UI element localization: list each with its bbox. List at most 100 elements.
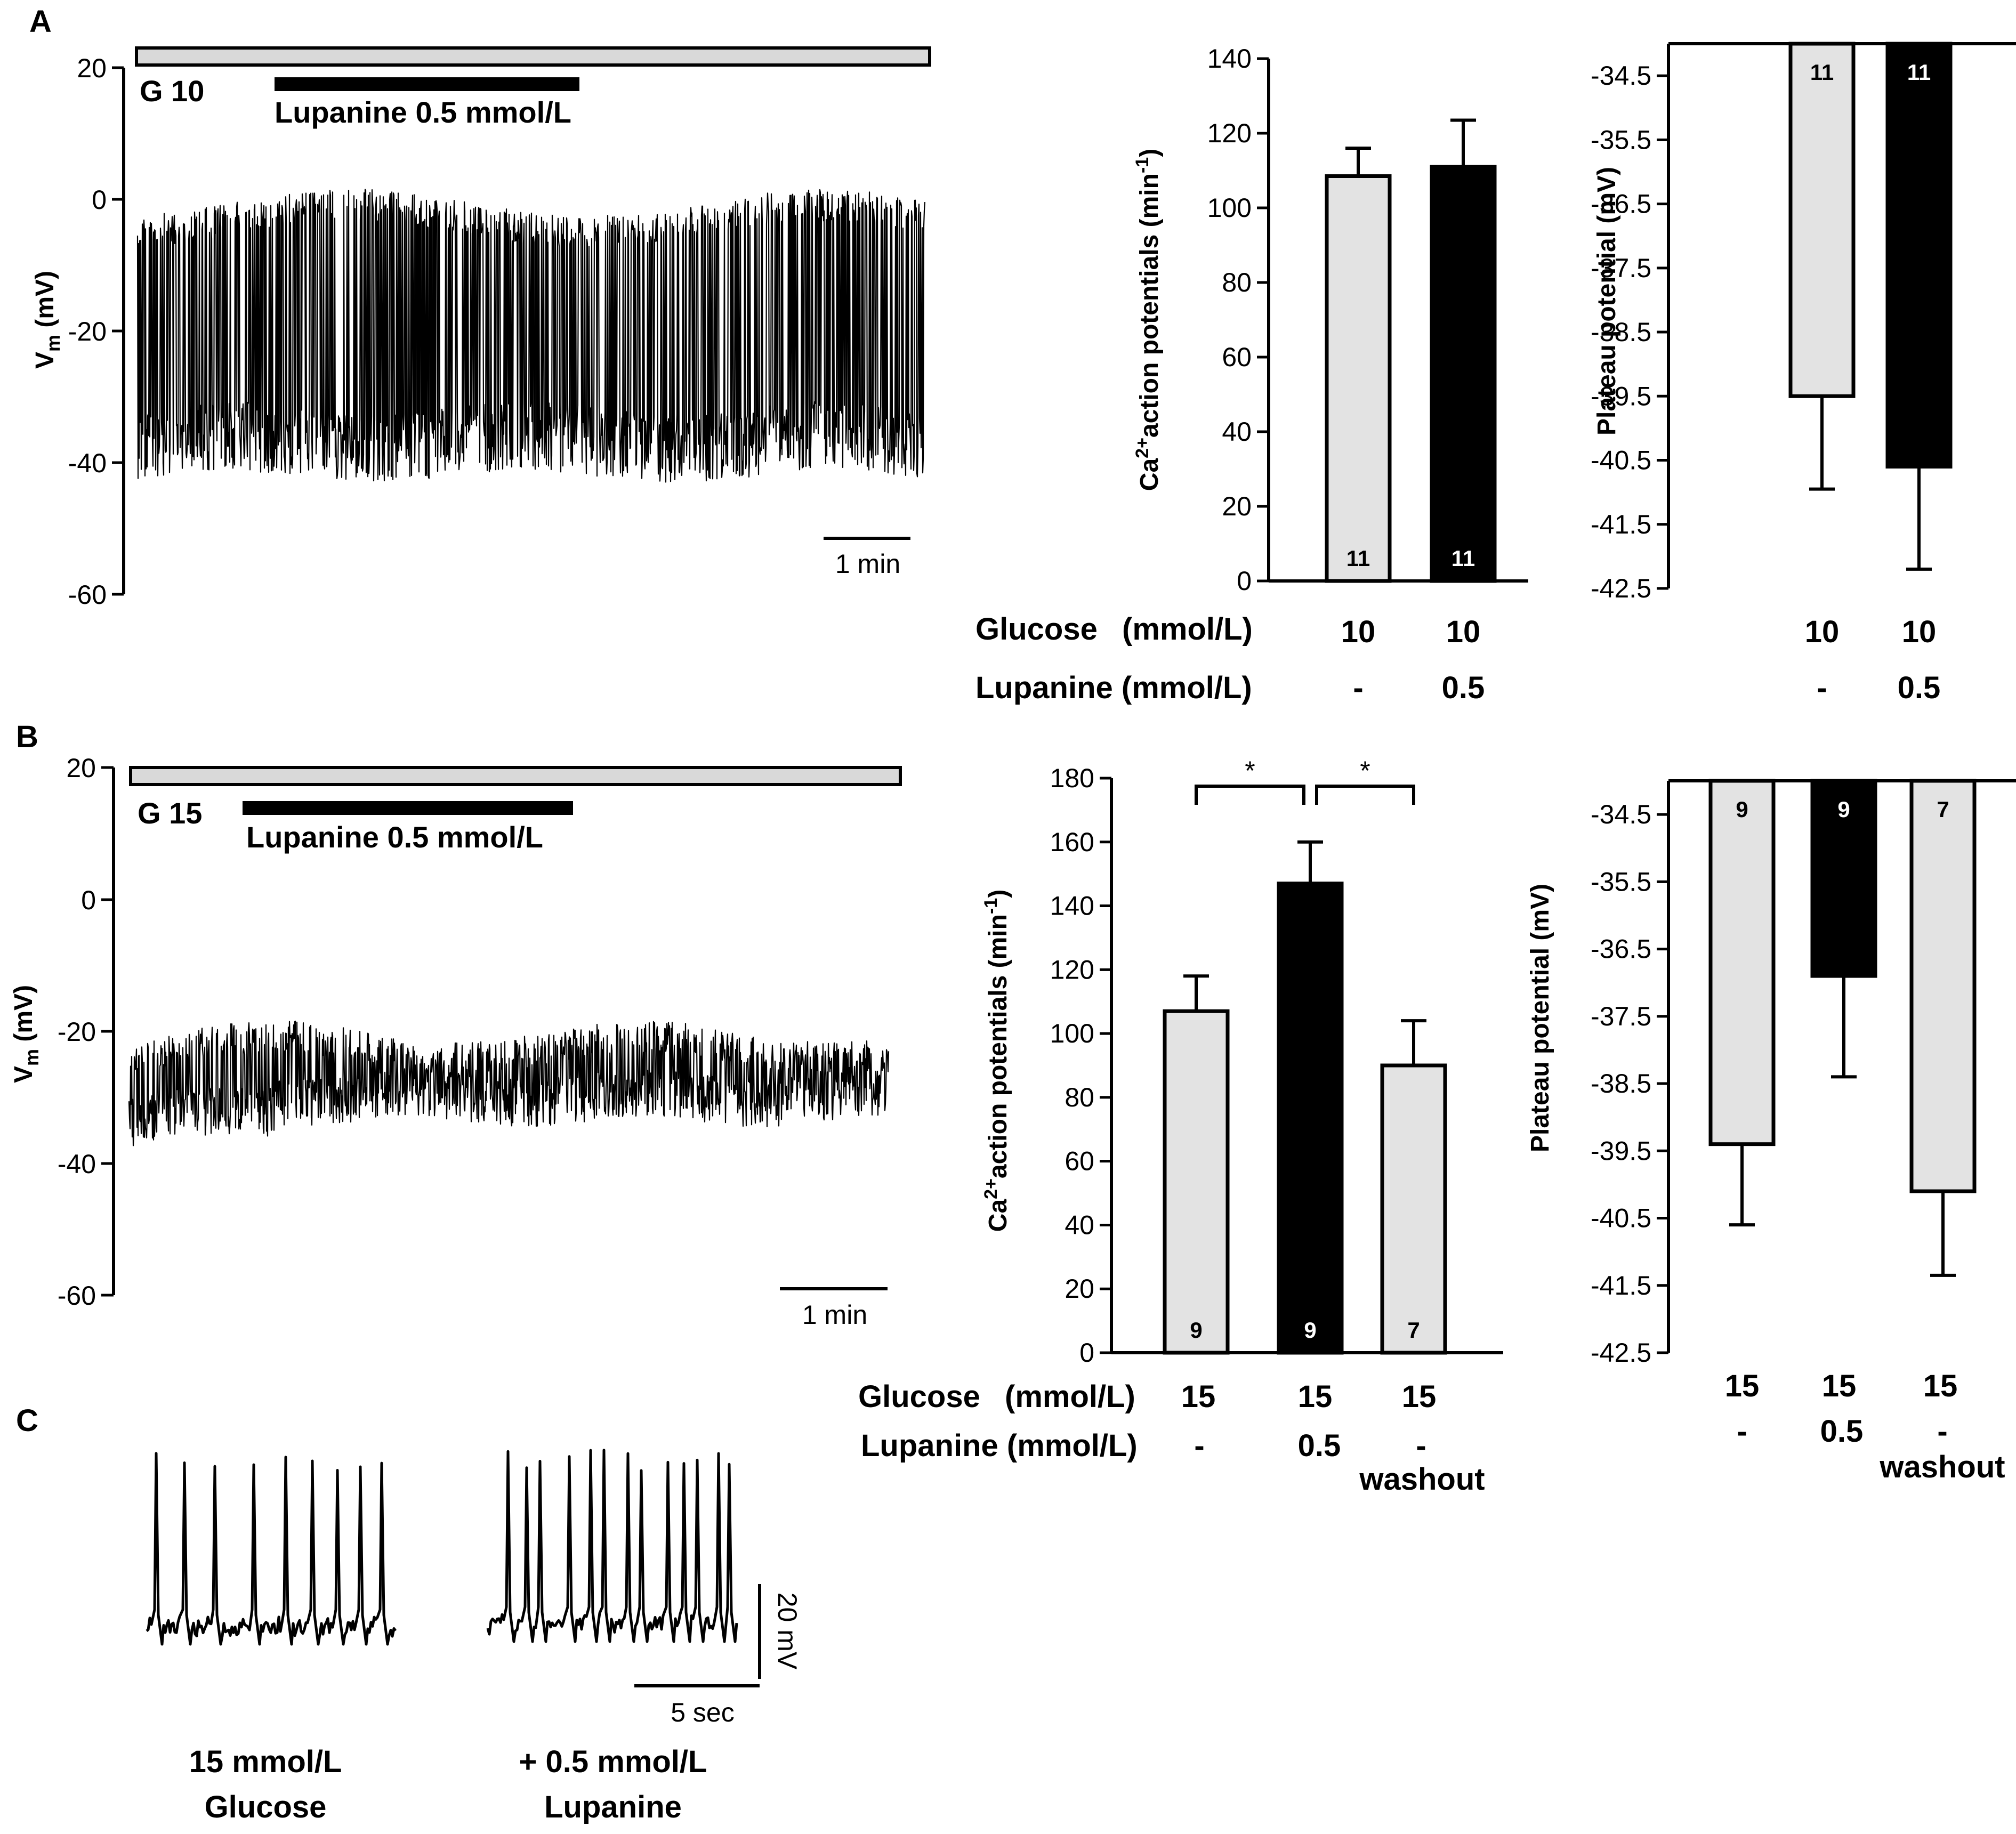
bar — [1708, 779, 1776, 1146]
y-tick-label: 0 — [1237, 566, 1252, 596]
bar — [1810, 779, 1877, 978]
y-tick-label: -34.5 — [1591, 799, 1651, 829]
n-label: 11 — [1907, 60, 1931, 85]
cond-b-plat-lupanine-1: - — [1737, 1414, 1747, 1449]
glucose-label-a: G 10 — [140, 74, 204, 108]
trace-c-control — [146, 1452, 397, 1646]
condition-table-a: Glucose (mmol/L) Lupanine (mmol/L) 10 10… — [975, 612, 1940, 705]
cond-a-plat-glucose-1: 10 — [1805, 615, 1840, 649]
trace-c-lupanine — [486, 1449, 738, 1643]
cond-a-plat-lupanine-2: 0.5 — [1898, 670, 1941, 705]
chart-b-plateau: -34.5 -35.5 -36.5 -37.5 -38.5 -39.5 -40.5 -41.5… — [1526, 779, 2016, 1368]
y-tick-label: -40.5 — [1591, 1203, 1651, 1233]
bar — [1325, 174, 1392, 583]
lupanine-label: Lupanine (mmol/L) — [975, 670, 1252, 705]
n-label: 9 — [1837, 797, 1850, 822]
y-tick-label: 100 — [1207, 193, 1252, 223]
y-tick-label: 100 — [1050, 1019, 1094, 1048]
y-tick-label: 160 — [1050, 827, 1094, 857]
cond-b-plat-washout: washout — [1879, 1450, 2005, 1484]
n-label: 9 — [1190, 1318, 1202, 1343]
significance-bracket — [1315, 785, 1415, 805]
y-tick-label: -38.5 — [1591, 1069, 1651, 1098]
trace-a-ytick-label: -40 — [68, 448, 107, 478]
c-control-label-1: 15 mmol/L — [189, 1744, 342, 1779]
y-tick-label: 40 — [1222, 417, 1252, 447]
y-tick-label: -38.5 — [1591, 317, 1651, 347]
chart-a-frequency: 0 20 40 60 80 100 120 140 11 11 Ca2+action poten… — [1132, 44, 1528, 596]
n-label: 7 — [1937, 797, 1949, 822]
cond-b-plat-glucose-3: 15 — [1923, 1369, 1958, 1403]
cond-b-freq-lupanine-1: - — [1194, 1428, 1204, 1463]
lupanine-bar-b — [243, 801, 573, 815]
trace-a-ytick-label: 0 — [92, 185, 107, 215]
cond-b-plat-glucose-2: 15 — [1822, 1369, 1857, 1403]
glucose-units: (mmol/L) — [1005, 1379, 1135, 1414]
y-tick-label: -34.5 — [1591, 61, 1651, 91]
n-label: 7 — [1407, 1318, 1420, 1343]
bar — [1163, 1009, 1230, 1355]
y-tick-label: -41.5 — [1591, 1271, 1651, 1300]
n-label: 9 — [1304, 1318, 1316, 1343]
lupanine-label-b: Lupanine 0.5 mmol/L — [246, 820, 543, 854]
chart-b-plat-bars: 9 9 7 — [1708, 779, 1977, 1277]
trace-b-ytick-label: -20 — [58, 1017, 96, 1047]
trace-path — [128, 1021, 890, 1146]
time-scale-label-c: 5 sec — [671, 1698, 735, 1727]
y-tick-label: 60 — [1065, 1146, 1094, 1176]
y-tick-label: 140 — [1050, 891, 1094, 921]
cond-a-plat-glucose-2: 10 — [1902, 615, 1937, 649]
trace-a-panel: G 10 Lupanine 0.5 mmol/L 20 0 -20 -40 -6… — [31, 46, 931, 610]
chart-a-plat-ticks: -34.5 -35.5 -36.5 -37.5 -38.5 -39.5 -40.5 -41.5… — [1591, 61, 1668, 603]
time-scale-label-a: 1 min — [835, 549, 900, 579]
y-tick-label: -39.5 — [1591, 381, 1651, 411]
trace-path — [486, 1449, 738, 1643]
membrane-potential-trace-a — [136, 189, 926, 483]
significance-bracket — [1195, 785, 1305, 805]
cond-b-plat-lupanine-2: 0.5 — [1820, 1414, 1864, 1449]
bar — [1885, 42, 1953, 469]
y-tick-label: 120 — [1050, 955, 1094, 984]
cond-b-freq-glucose-3: 15 — [1402, 1379, 1437, 1414]
trace-a-ytick-label: 20 — [77, 53, 107, 83]
n-label: 11 — [1810, 60, 1834, 85]
chart-b-freq-y-label: Ca2+action potentials (min-1) — [981, 890, 1012, 1232]
panel-label-a: A — [29, 4, 52, 39]
bar — [1909, 779, 1977, 1193]
trace-b-ytick-label: -40 — [58, 1149, 96, 1179]
n-label: 11 — [1451, 546, 1475, 571]
cond-b-plat-glucose-1: 15 — [1725, 1369, 1760, 1403]
trace-b-ytick-label: 20 — [66, 753, 96, 783]
cond-a-freq-lupanine-2: 0.5 — [1442, 670, 1485, 705]
lupanine-label: Lupanine (mmol/L) — [861, 1428, 1138, 1463]
bar — [1430, 165, 1497, 583]
y-tick-label: 80 — [1065, 1082, 1094, 1112]
significance-star: * — [1360, 756, 1370, 786]
y-tick-label: -40.5 — [1591, 446, 1651, 475]
membrane-potential-trace-b — [128, 1021, 890, 1146]
y-tick-label: 40 — [1065, 1210, 1094, 1240]
y-tick-label: 60 — [1222, 342, 1252, 372]
trace-b-y-label: Vm (mV) — [10, 985, 43, 1083]
chart-a-freq-bars: 11 11 — [1325, 118, 1497, 583]
y-tick-label: -42.5 — [1591, 573, 1651, 603]
chart-a-plateau: -34.5 -35.5 -36.5 -37.5 -38.5 -39.5 -40.5 -41.5… — [1591, 42, 2016, 603]
trace-b-ytick-label: 0 — [81, 885, 96, 915]
y-tick-label: -37.5 — [1591, 253, 1651, 283]
chart-b-freq-ticks: 0 20 40 60 80 100 120 140 160 180 — [1050, 763, 1111, 1368]
lupanine-label-a: Lupanine 0.5 mmol/L — [275, 95, 571, 129]
chart-b-freq-bars: 9 9 7 — [1163, 840, 1447, 1355]
bar — [1788, 42, 1856, 398]
y-tick-label: 140 — [1207, 44, 1252, 74]
bar — [1380, 1063, 1447, 1355]
panel-label-c: C — [16, 1403, 38, 1438]
y-tick-label: 180 — [1050, 763, 1094, 793]
chart-b-freq-significance: * * — [1195, 756, 1415, 805]
lupanine-bar-a — [275, 77, 579, 91]
cond-b-freq-washout: washout — [1359, 1462, 1485, 1497]
y-tick-label: 20 — [1065, 1274, 1094, 1304]
trace-path — [136, 189, 926, 483]
cond-a-freq-lupanine-1: - — [1353, 670, 1363, 705]
